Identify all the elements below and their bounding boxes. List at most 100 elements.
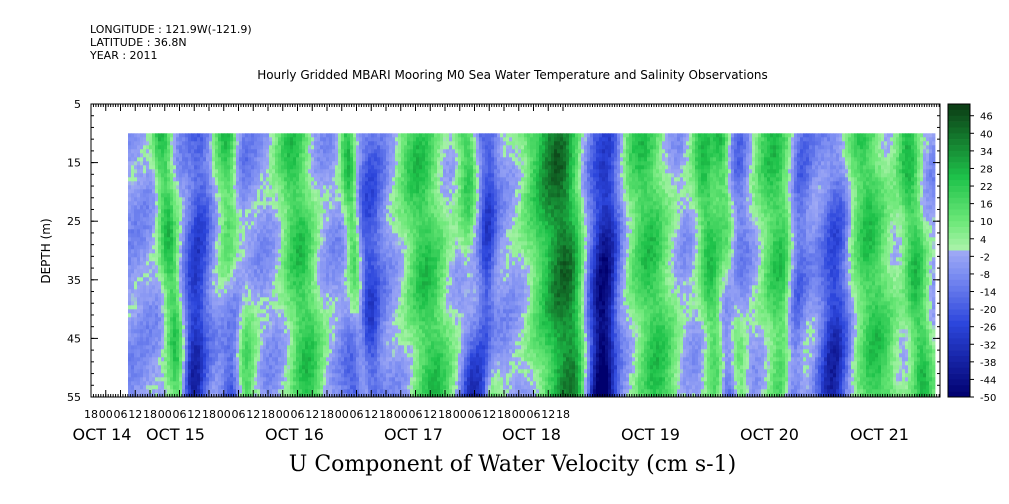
heatmap-cell <box>209 329 213 334</box>
heatmap-cell <box>194 241 198 246</box>
heatmap-cell <box>149 373 153 378</box>
heatmap-cell <box>212 237 216 242</box>
heatmap-cell <box>239 257 243 262</box>
heatmap-cell <box>278 373 282 378</box>
heatmap-cell <box>284 361 288 366</box>
heatmap-cell <box>173 277 177 282</box>
heatmap-cell <box>197 233 201 238</box>
heatmap-cell <box>179 389 183 394</box>
heatmap-cell <box>212 141 216 146</box>
heatmap-cell <box>278 181 282 186</box>
heatmap-cell <box>317 213 321 218</box>
heatmap-cell <box>350 245 354 250</box>
heatmap-cell <box>269 373 273 378</box>
heatmap-cell <box>347 345 351 350</box>
heatmap-cell <box>179 205 183 210</box>
heatmap-cell <box>179 193 183 198</box>
heatmap-cell <box>167 369 171 374</box>
heatmap-cell <box>311 257 315 262</box>
heatmap-cell <box>272 293 276 298</box>
heatmap-cell <box>278 329 282 334</box>
heatmap-cell <box>203 357 207 362</box>
heatmap-cell <box>209 245 213 250</box>
heatmap-cell <box>131 297 135 302</box>
heatmap-cell <box>260 245 264 250</box>
heatmap-cell <box>347 369 351 374</box>
heatmap-cell <box>290 389 294 394</box>
heatmap-cell <box>143 389 147 394</box>
heatmap-cell <box>305 265 309 270</box>
heatmap-cell <box>266 385 270 390</box>
heatmap-cell <box>158 173 162 178</box>
heatmap-cell <box>350 353 354 358</box>
heatmap-cell <box>215 217 219 222</box>
heatmap-cell <box>140 133 144 138</box>
heatmap-cell <box>170 337 174 342</box>
heatmap-cell <box>302 269 306 274</box>
heatmap-cell <box>254 253 258 258</box>
heatmap-cell <box>314 393 318 397</box>
heatmap-cell <box>299 201 303 206</box>
heatmap-cell <box>236 141 240 146</box>
heatmap-cell <box>230 301 234 306</box>
heatmap-cell <box>146 365 150 370</box>
heatmap-cell <box>293 317 297 322</box>
heatmap-cell <box>176 269 180 274</box>
heatmap-cell <box>305 389 309 394</box>
heatmap-cell <box>317 193 321 198</box>
heatmap-cell <box>158 253 162 258</box>
heatmap-cell <box>329 265 333 270</box>
heatmap-cell <box>218 277 222 282</box>
heatmap-cell <box>170 189 174 194</box>
heatmap-cell <box>272 321 276 326</box>
heatmap-cell <box>173 221 177 226</box>
heatmap-cell <box>209 137 213 142</box>
heatmap-cell <box>170 389 174 394</box>
heatmap-cell <box>311 265 315 270</box>
heatmap-cell <box>167 289 171 294</box>
heatmap-cell <box>149 365 153 370</box>
heatmap-cell <box>263 357 267 362</box>
heatmap-cell <box>257 249 261 254</box>
heatmap-cell <box>260 341 264 346</box>
heatmap-cell <box>305 253 309 258</box>
heatmap-cell <box>188 277 192 282</box>
heatmap-cell <box>128 293 132 298</box>
heatmap-cell <box>296 189 300 194</box>
heatmap-cell <box>167 249 171 254</box>
heatmap-cell <box>272 177 276 182</box>
heatmap-cell <box>269 365 273 370</box>
heatmap-cell <box>179 221 183 226</box>
heatmap-cell <box>206 225 210 230</box>
heatmap-cell <box>182 197 186 202</box>
heatmap-cell <box>317 209 321 214</box>
heatmap-cell <box>200 229 204 234</box>
heatmap-cell <box>164 217 168 222</box>
heatmap-cell <box>296 325 300 330</box>
heatmap-cell <box>320 353 324 358</box>
heatmap-cell <box>326 217 330 222</box>
heatmap-cell <box>335 261 339 266</box>
heatmap-cell <box>179 321 183 326</box>
heatmap-cell <box>215 161 219 166</box>
heatmap-cell <box>221 249 225 254</box>
heatmap-cell <box>215 141 219 146</box>
heatmap-cell <box>278 161 282 166</box>
heatmap-cell <box>260 269 264 274</box>
heatmap-cell <box>233 281 237 286</box>
heatmap-cell <box>272 313 276 318</box>
heatmap-cell <box>293 309 297 314</box>
heatmap-cell <box>266 241 270 246</box>
heatmap-cell <box>221 177 225 182</box>
heatmap-cell <box>164 345 168 350</box>
heatmap-cell <box>227 241 231 246</box>
heatmap-cell <box>170 253 174 258</box>
heatmap-cell <box>299 229 303 234</box>
heatmap-cell <box>317 357 321 362</box>
heatmap-cell <box>308 345 312 350</box>
heatmap-cell <box>191 349 195 354</box>
heatmap-cell <box>347 233 351 238</box>
heatmap-cell <box>296 217 300 222</box>
heatmap-cell <box>248 209 252 214</box>
heatmap-cell <box>137 173 141 178</box>
